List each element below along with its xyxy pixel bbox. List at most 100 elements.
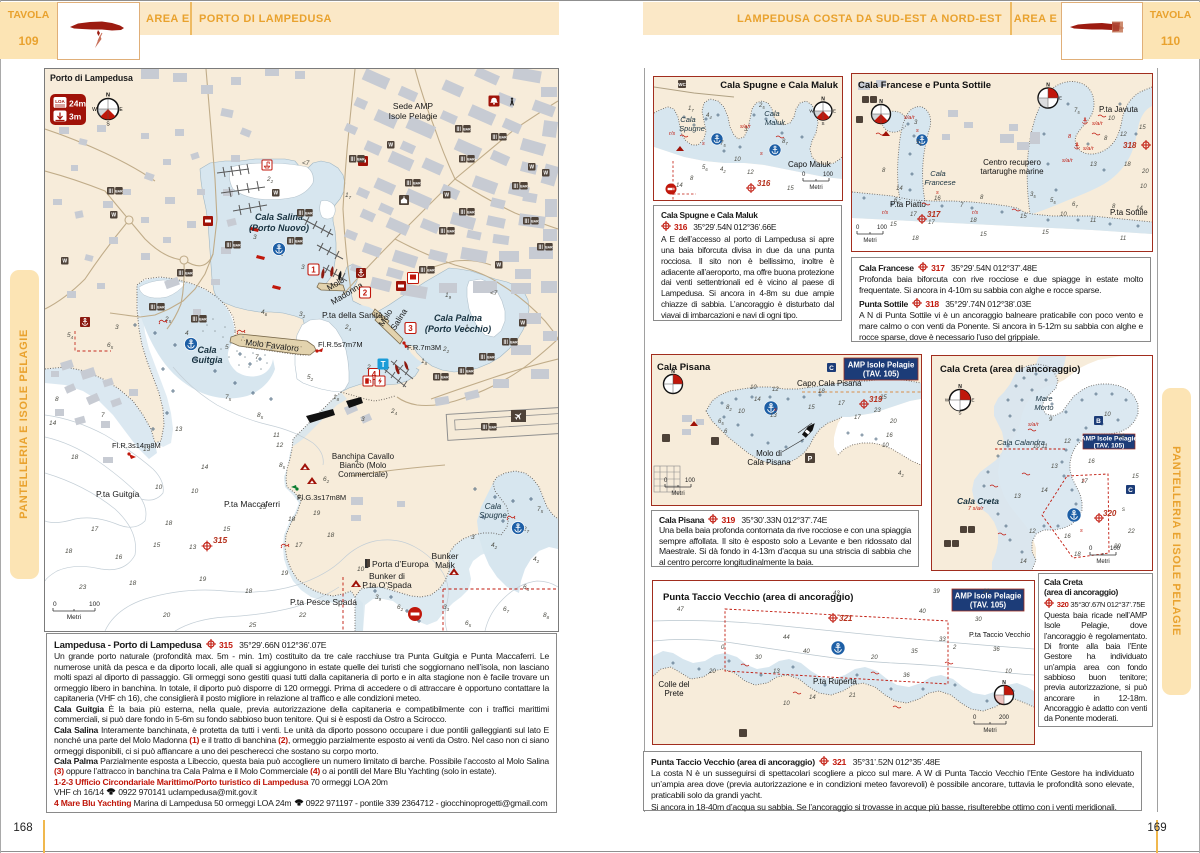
svg-text:16: 16 (934, 196, 941, 202)
svg-text:62: 62 (894, 198, 900, 205)
svg-text:Cala: Cala (930, 169, 945, 178)
svg-text:(TAV. 105): (TAV. 105) (970, 601, 1007, 610)
svg-text:12: 12 (747, 170, 754, 176)
svg-text:Capo Cala Pisana: Capo Cala Pisana (797, 379, 862, 388)
svg-text:Fl.G.3s17m8M: Fl.G.3s17m8M (297, 493, 346, 502)
svg-text:s: s (1122, 507, 1125, 513)
svg-text:r/s: r/s (669, 131, 675, 137)
svg-text:88: 88 (543, 612, 550, 620)
svg-text:0: 0 (802, 172, 806, 178)
svg-text:100: 100 (877, 225, 888, 231)
svg-text:Cala: Cala (197, 345, 216, 355)
svg-text:17: 17 (910, 212, 917, 218)
svg-text:N: N (1002, 680, 1006, 686)
svg-text:40: 40 (803, 649, 810, 655)
svg-text:14: 14 (49, 420, 57, 427)
svg-text:s/a/r: s/a/r (1062, 158, 1074, 164)
svg-text:33: 33 (443, 604, 450, 612)
svg-text:25: 25 (164, 316, 172, 324)
svg-text:15: 15 (1020, 214, 1027, 220)
svg-text:87: 87 (782, 139, 788, 146)
svg-text:65: 65 (718, 419, 724, 426)
svg-text:0: 0 (664, 478, 668, 484)
svg-text:75: 75 (720, 141, 726, 148)
svg-text:42: 42 (720, 167, 726, 174)
svg-text:3: 3 (301, 264, 305, 271)
svg-text:4: 4 (372, 370, 377, 379)
svg-text:8: 8 (1112, 204, 1116, 210)
svg-text:Capo Maluk: Capo Maluk (788, 160, 832, 169)
svg-text:65: 65 (523, 584, 530, 592)
svg-text:3: 3 (253, 234, 257, 241)
svg-text:55: 55 (916, 140, 922, 147)
svg-text:13: 13 (1090, 162, 1097, 168)
svg-text:Cala Francese e Punta Sottile: Cala Francese e Punta Sottile (858, 80, 991, 91)
svg-text:8: 8 (1104, 136, 1108, 142)
svg-text:Morto: Morto (1034, 403, 1053, 412)
svg-text:s/a/r: s/a/r (1083, 146, 1095, 152)
svg-text:14: 14 (809, 695, 816, 701)
svg-text:317: 317 (927, 210, 941, 219)
svg-text:15: 15 (808, 405, 815, 411)
svg-text:8: 8 (55, 396, 59, 403)
svg-text:13: 13 (770, 413, 777, 419)
svg-text:316: 316 (757, 179, 771, 188)
svg-text:P.ta Javuta: P.ta Javuta (1099, 105, 1139, 114)
svg-text:Spugne: Spugne (479, 511, 507, 520)
svg-text:Metri: Metri (1096, 559, 1109, 565)
svg-text:Metri: Metri (863, 238, 876, 244)
svg-text:18: 18 (970, 218, 977, 224)
svg-text:18: 18 (333, 394, 340, 402)
svg-text:10: 10 (357, 566, 365, 573)
svg-text:12: 12 (276, 442, 284, 449)
svg-text:10: 10 (1140, 184, 1147, 190)
svg-text:18: 18 (421, 358, 428, 366)
svg-text:315: 315 (213, 535, 227, 545)
svg-text:Cala Palma: Cala Palma (434, 313, 482, 323)
svg-text:Cala Pisana: Cala Pisana (657, 362, 711, 373)
svg-text:16: 16 (115, 554, 123, 561)
svg-text:320: 320 (1103, 509, 1117, 518)
svg-text:4: 4 (185, 330, 189, 337)
svg-text:Fl.R.3s14m8M: Fl.R.3s14m8M (112, 441, 161, 450)
svg-text:Spugne: Spugne (679, 124, 705, 133)
svg-text:25: 25 (758, 103, 765, 110)
svg-text:36: 36 (993, 647, 1000, 653)
svg-text:P.ta O’Spada: P.ta O’Spada (362, 580, 412, 590)
svg-text:B: B (1096, 418, 1101, 425)
svg-text:22: 22 (266, 176, 274, 184)
svg-text:s/a/r: s/a/r (1028, 422, 1040, 428)
svg-text:27: 27 (522, 526, 530, 534)
svg-text:s: s (702, 141, 705, 147)
svg-text:8: 8 (1068, 134, 1072, 140)
svg-text:62: 62 (323, 476, 330, 484)
svg-text:14: 14 (896, 186, 903, 192)
svg-text:24: 24 (344, 324, 352, 332)
svg-text:0: 0 (1089, 546, 1093, 552)
svg-text:AMP Isole Pelagie: AMP Isole Pelagie (955, 592, 1022, 601)
svg-text:67: 67 (1072, 202, 1078, 209)
svg-text:13: 13 (189, 544, 197, 551)
svg-text:36: 36 (903, 673, 910, 679)
svg-text:100: 100 (685, 478, 696, 484)
svg-text:10: 10 (750, 385, 757, 391)
svg-text:44: 44 (706, 113, 712, 120)
svg-text:56: 56 (702, 165, 708, 172)
svg-text:2: 2 (363, 289, 368, 298)
svg-text:16: 16 (1088, 459, 1095, 465)
svg-text:17: 17 (854, 415, 861, 421)
svg-text:3: 3 (361, 416, 365, 423)
svg-text:N: N (106, 93, 110, 99)
svg-text:10: 10 (155, 484, 163, 491)
svg-text:25: 25 (879, 395, 887, 401)
svg-text:42: 42 (898, 471, 904, 478)
svg-text:P.ta della Sanità: P.ta della Sanità (322, 310, 383, 320)
svg-text:LOA: LOA (55, 99, 65, 104)
svg-text:P.ta Taccio Vecchio: P.ta Taccio Vecchio (969, 630, 1030, 639)
svg-text:Cala: Cala (485, 502, 502, 511)
svg-text:25: 25 (248, 622, 257, 629)
svg-text:W: W (809, 109, 814, 114)
svg-text:75: 75 (225, 394, 232, 402)
svg-text:15: 15 (1132, 474, 1139, 480)
svg-text:30: 30 (975, 617, 982, 623)
